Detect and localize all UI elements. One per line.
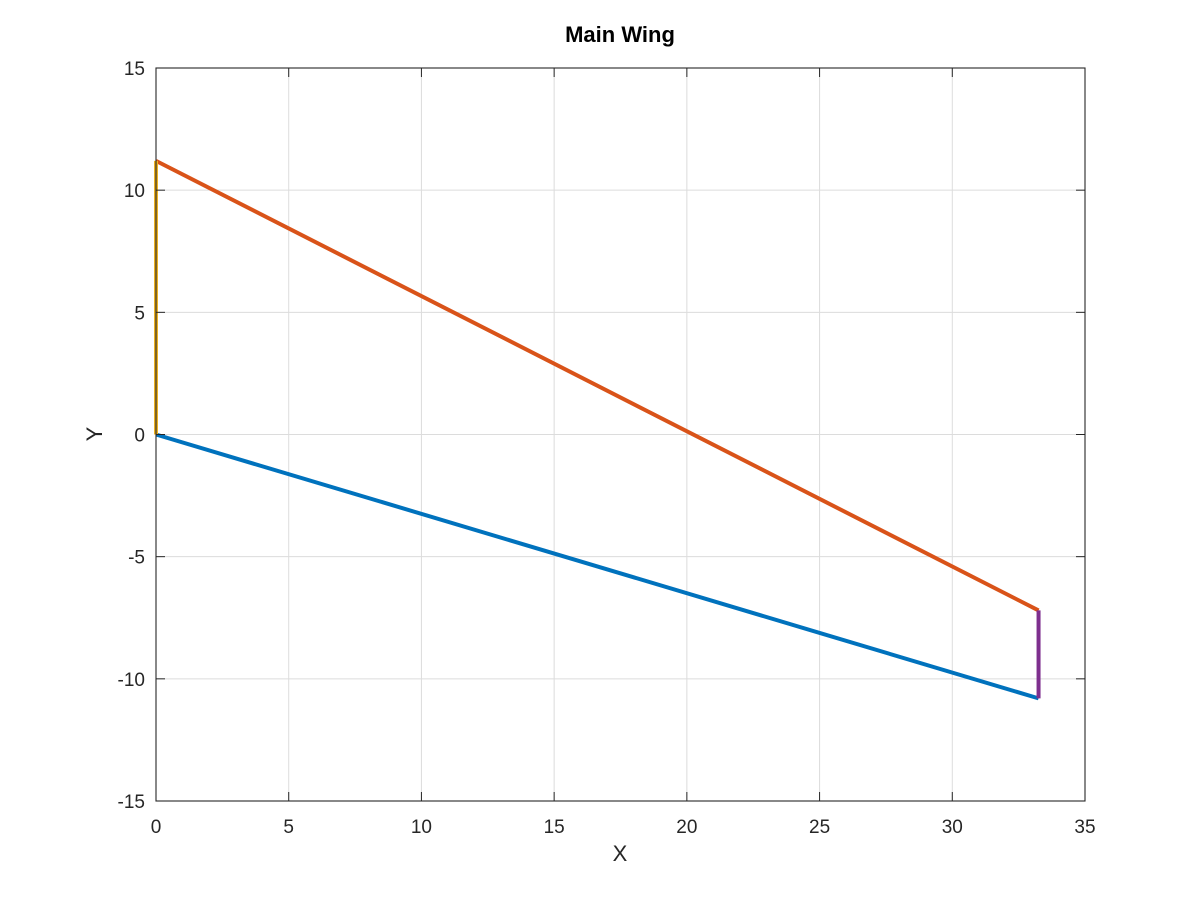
x-tick-label: 35 bbox=[1074, 817, 1095, 838]
x-tick-labels: 0 5 10 15 20 25 30 35 bbox=[151, 817, 1096, 838]
x-tick-label: 5 bbox=[283, 817, 294, 838]
y-axis-label: Y bbox=[82, 426, 107, 441]
x-tick-label: 25 bbox=[809, 817, 830, 838]
x-tick-label: 0 bbox=[151, 817, 162, 838]
x-tick-label: 30 bbox=[942, 817, 963, 838]
chart-title: Main Wing bbox=[565, 22, 675, 47]
y-tick-label: 10 bbox=[124, 181, 145, 202]
y-tick-labels: -15 -10 -5 0 5 10 15 bbox=[118, 59, 145, 813]
y-tick-label: 0 bbox=[134, 426, 145, 447]
y-tick-label: -15 bbox=[118, 792, 145, 813]
y-tick-label: 5 bbox=[134, 303, 145, 324]
x-tick-label: 15 bbox=[544, 817, 565, 838]
x-axis-label: X bbox=[613, 841, 628, 866]
y-tick-label: 15 bbox=[124, 59, 145, 80]
series-line-1 bbox=[155, 432, 1040, 701]
x-tick-label: 10 bbox=[411, 817, 432, 838]
series-line-2 bbox=[155, 159, 1040, 613]
grid bbox=[155, 67, 1086, 802]
y-tick-label: -5 bbox=[128, 548, 145, 569]
y-tick-label: -10 bbox=[118, 670, 145, 691]
tick-marks bbox=[155, 67, 1086, 802]
x-tick-label: 20 bbox=[676, 817, 697, 838]
